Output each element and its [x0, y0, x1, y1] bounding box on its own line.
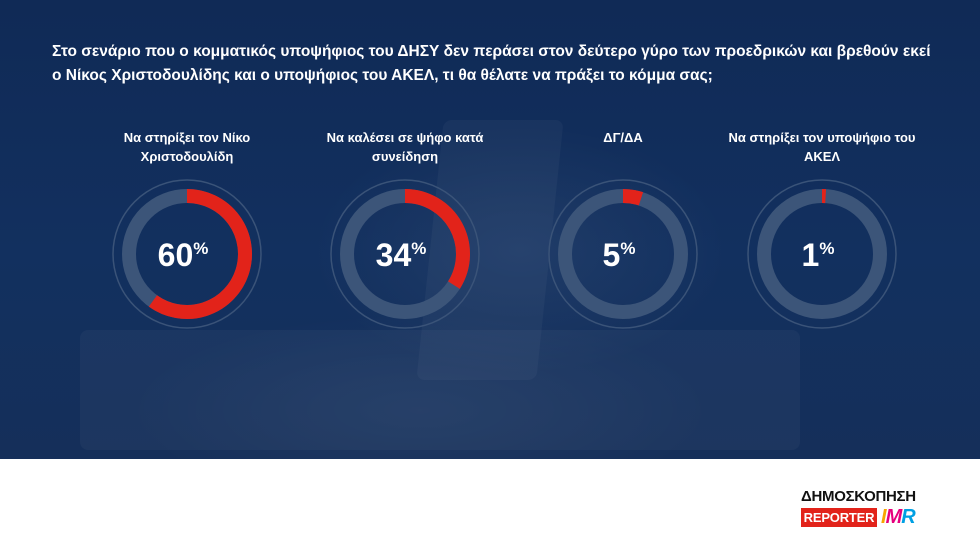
logo-dimoskopisi: ΔΗΜΟΣΚΟΠΗΣΗ: [801, 488, 916, 505]
donut-value-arc: [148, 189, 252, 319]
donut-value-label: 1%: [802, 237, 835, 273]
donut-category-label: Να στηρίξει τον Νίκο Χριστοδουλίδη: [123, 130, 251, 164]
question-title: Στο σενάριο που ο κομματικός υποψήφιος τ…: [52, 43, 931, 84]
donut-category-label: Να καλέσει σε ψήφο κατά συνείδηση: [326, 130, 484, 164]
donut-value-label: 60%: [158, 237, 209, 273]
donut-chart: 5%: [548, 179, 698, 329]
footer: [0, 459, 980, 551]
donut-percent-sign: %: [620, 239, 635, 258]
donut-percent-sign: %: [819, 239, 834, 258]
logo-imr-r: R: [901, 506, 915, 528]
donut-item: Να στηρίξει τον Νίκο Χριστοδουλίδη 60%: [87, 128, 287, 332]
donut-outer-ring: [330, 179, 480, 329]
background-panel: [0, 0, 980, 459]
donut-value-arc: [622, 189, 644, 206]
background-box-shape: [80, 330, 800, 450]
donut-item: Να στηρίξει τον υποψήφιο του ΑΚΕΛ 1%: [722, 128, 922, 332]
donut-percent-sign: %: [193, 239, 208, 258]
logo-imr: IMR: [881, 505, 916, 529]
donut-chart: 1%: [747, 179, 897, 329]
donut-outer-ring: [112, 179, 262, 329]
logo-imr-m: M: [885, 506, 903, 528]
donut-value-label: 5%: [603, 237, 636, 273]
donut-value-label: 34%: [376, 237, 427, 273]
logo-imr-i: I: [881, 506, 886, 528]
donut-value-arc: [404, 189, 470, 289]
donut-category-label: Να στηρίξει τον υποψήφιο του ΑΚΕΛ: [728, 130, 916, 164]
donut-outer-ring: [548, 179, 698, 329]
donut-chart: 60%: [112, 179, 262, 329]
donut-item: ΔΓ/ΔΑ 5%: [523, 128, 723, 332]
donut-outer-ring: [747, 179, 897, 329]
donut-percent-sign: %: [411, 239, 426, 258]
donut-chart: 34%: [330, 179, 480, 329]
donut-category-label: ΔΓ/ΔΑ: [603, 130, 643, 145]
donut-item: Να καλέσει σε ψήφο κατά συνείδηση 34%: [305, 128, 505, 332]
logo-reporter: REPORTER: [801, 508, 877, 527]
